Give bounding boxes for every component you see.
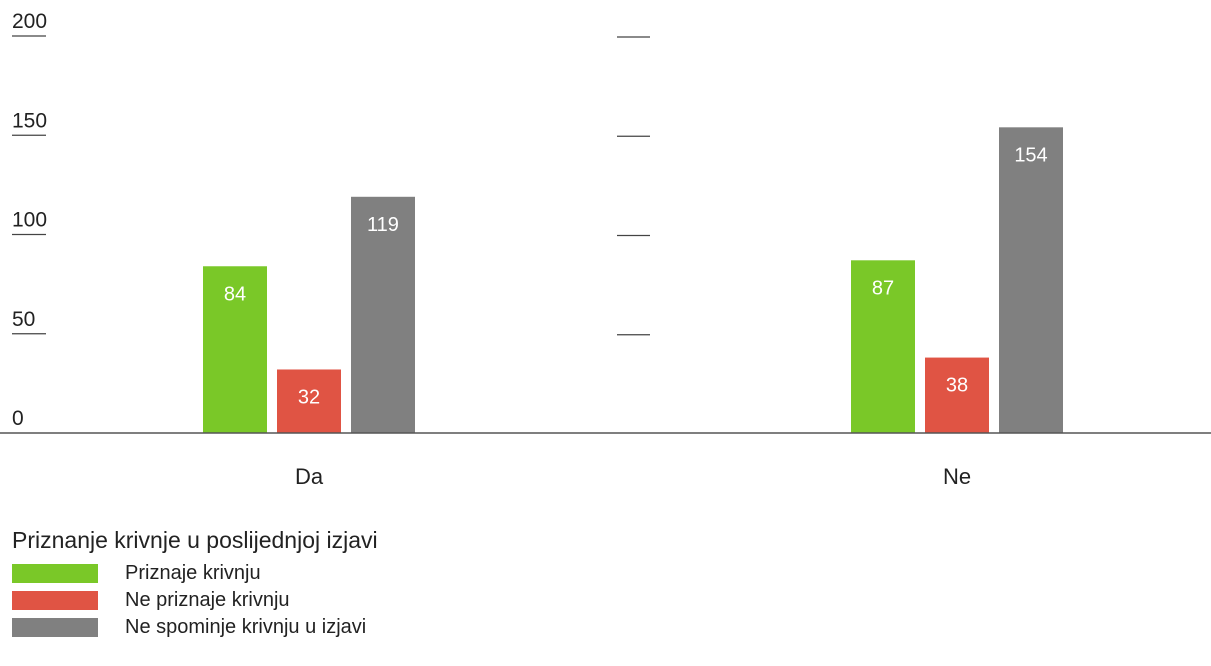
y-tick-label: 100	[12, 209, 47, 232]
category-label: Da	[295, 464, 324, 489]
y-tick-label: 150	[12, 109, 47, 132]
bar	[277, 369, 341, 433]
legend-item-ne-spominje: Ne spominje krivnju u izjavi	[12, 614, 378, 641]
y-axis: 0 50 100 150 200	[12, 10, 650, 430]
bar	[925, 357, 989, 433]
legend: Priznanje krivnje u poslijednjoj izjavi …	[12, 527, 378, 641]
y-tick-label: 50	[12, 308, 35, 331]
x-axis: Da Ne	[295, 464, 971, 489]
y-tick-label: 0	[12, 407, 24, 430]
bar-value-label: 119	[367, 214, 399, 236]
legend-item-priznaje: Priznaje krivnju	[12, 560, 378, 587]
bar	[851, 260, 915, 433]
legend-label: Ne spominje krivnju u izjavi	[125, 616, 367, 638]
bar	[203, 266, 267, 433]
legend-swatch-gray	[12, 618, 98, 637]
legend-label: Priznaje krivnju	[125, 562, 261, 584]
bar-value-label: 32	[298, 386, 320, 408]
bar	[999, 127, 1063, 433]
bar-value-label: 84	[224, 283, 246, 305]
category-label: Ne	[943, 464, 971, 489]
bar	[351, 196, 415, 433]
legend-swatch-green	[12, 564, 98, 583]
legend-label: Ne priznaje krivnju	[125, 589, 290, 611]
legend-item-ne-priznaje: Ne priznaje krivnju	[12, 587, 378, 614]
y-tick-label: 200	[12, 10, 47, 33]
legend-title: Priznanje krivnje u poslijednjoj izjavi	[12, 527, 378, 553]
bar-chart: 0 50 100 150 200 84 32 119 87 38 154 Da Ne	[0, 10, 1211, 489]
bar-value-label: 38	[946, 375, 968, 397]
bar-value-label: 154	[1014, 144, 1047, 166]
bar-value-label: 87	[872, 277, 894, 299]
legend-swatch-red	[12, 591, 98, 610]
bars: 84 32 119 87 38 154	[203, 127, 1063, 433]
